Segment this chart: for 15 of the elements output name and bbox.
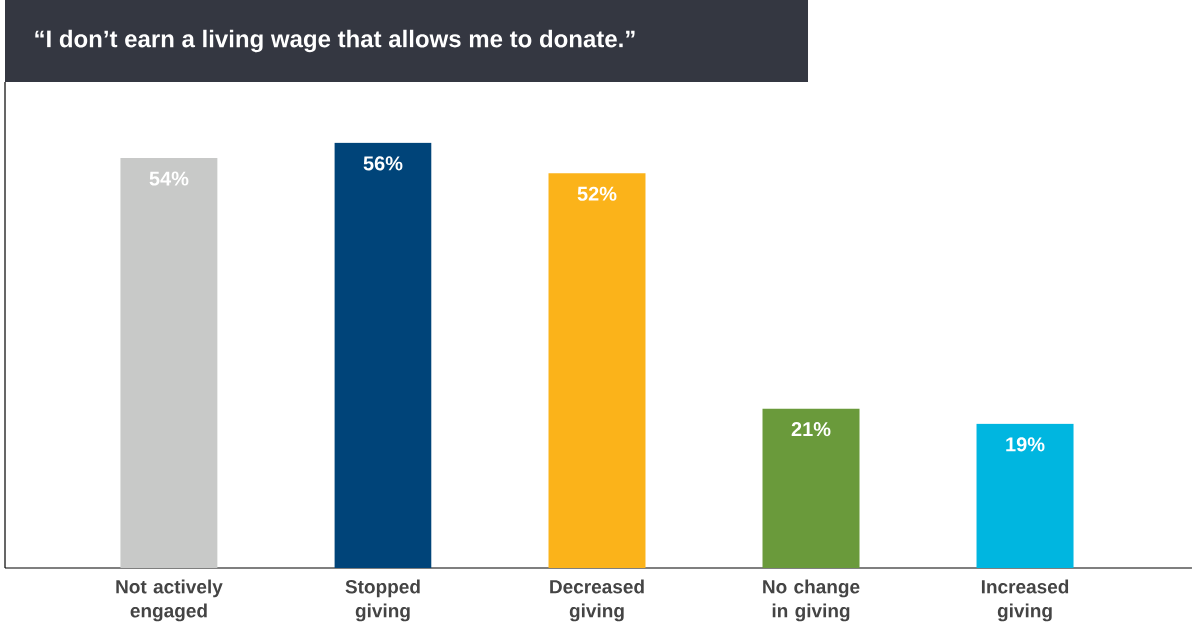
bar: [976, 423, 1074, 568]
x-tick-label: No change in giving: [763, 579, 860, 622]
x-tick-label: Decreased giving: [550, 579, 644, 622]
data-label: 52%: [577, 186, 617, 201]
bar: [548, 173, 646, 568]
x-tick-label: Not actively engaged: [116, 579, 223, 622]
data-label: 56%: [363, 156, 403, 171]
bar: [762, 408, 860, 568]
data-label: 21%: [791, 422, 831, 437]
x-tick-label: Stopped giving: [345, 579, 420, 622]
data-label: 19%: [1006, 437, 1045, 452]
bar: [120, 157, 218, 568]
x-tick-label: Increased giving: [981, 579, 1069, 622]
chart-title: “I don’t earn a living wage that allows me to donate.”: [35, 29, 635, 53]
bar: [334, 142, 432, 568]
